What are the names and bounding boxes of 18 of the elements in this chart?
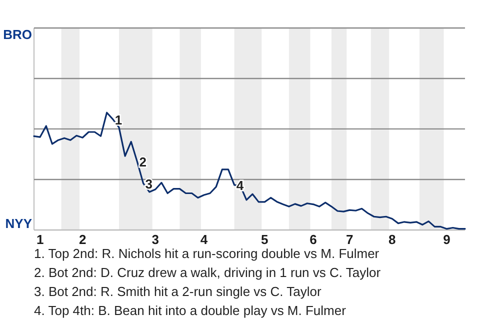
annotation: 2 [139, 154, 146, 170]
text: 3. Bot 2nd: R. Smith hit a 2-run single vs C. Taylor [34, 284, 322, 299]
x-tick-label: 6 [310, 232, 317, 247]
x-tick-label: 4 [200, 232, 208, 247]
x-tick-label: 3 [152, 232, 160, 247]
annotation: 3 [145, 176, 152, 192]
x-tick-label: 7 [346, 232, 354, 247]
x-tick-label: 5 [261, 232, 268, 247]
x-tick-label: 1 [36, 232, 44, 247]
x-tick-label: 9 [443, 232, 450, 247]
x-tick-label: 2 [78, 232, 86, 247]
annotation: 1 [114, 112, 122, 128]
ref-line-label: BRO [3, 27, 32, 42]
x-tick-label: 8 [388, 232, 396, 247]
text: 2. Bot 2nd: D. Cruz drew a walk, driving in 1 run vs C. Taylor [34, 265, 382, 280]
y-axis-title: NYY [5, 216, 32, 231]
text: 1. Top 2nd: R. Nichols hit a run-scoring double vs M. Fulmer [34, 246, 380, 261]
text: 4. Top 4th: B. Bean hit into a double play vs M. Fulmer [34, 303, 347, 318]
